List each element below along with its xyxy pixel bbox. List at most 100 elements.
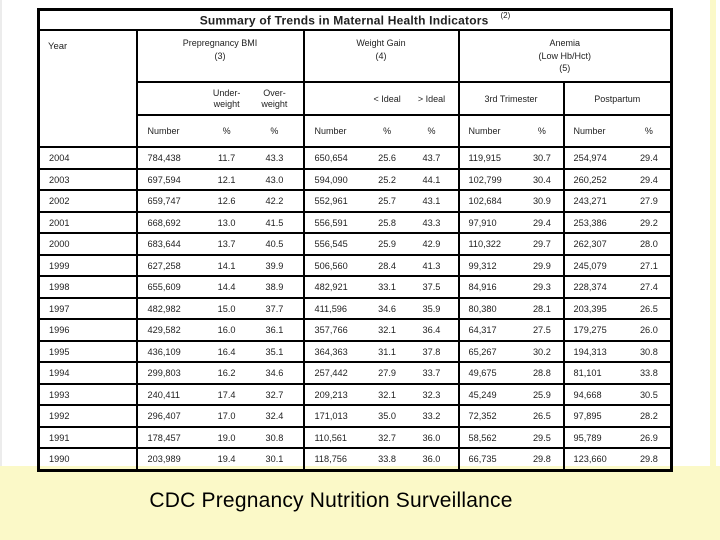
cell-postpartum-group: 254,974 29.4 [562, 146, 673, 170]
cell-year-wrap: 1992 [37, 404, 138, 428]
cell-weight-gain-group: 552,961 25.7 43.1 [302, 189, 460, 213]
cell-third-trimester-number: 58,562 [468, 432, 497, 443]
weight-gain-subheader-cell: < Ideal > Ideal [302, 81, 460, 117]
cell-year-wrap: 2003 [37, 167, 138, 192]
cell-bmi-underweight-pct: 12.1 [217, 174, 236, 185]
cell-bmi-overweight-pct: 43.3 [265, 153, 284, 164]
cell-third-trimester-pct: 26.5 [532, 411, 551, 422]
cell-weight-gain-gt-ideal-pct: 33.2 [422, 411, 441, 422]
cell-bmi-number: 240,411 [147, 389, 181, 400]
column-header-row: Number % % Number % % [39, 114, 673, 149]
table-row: 2001 668,692 13.0 41.5 556,591 25.8 43.3… [37, 210, 673, 235]
table-row: 1998 655,609 14.4 38.9 482,921 33.1 37.5… [37, 275, 673, 299]
cell-weight-gain-group: 209,213 32.1 32.3 [302, 382, 460, 407]
cell-bmi-number: 697,594 [147, 174, 181, 185]
cell-weight-gain-group: 357,766 32.1 36.4 [302, 318, 460, 342]
cell-year-wrap: 1995 [37, 339, 138, 364]
cell-third-trimester-group: 102,799 30.4 [457, 167, 565, 192]
sub-header-row: Under- weight Over- weight < I [39, 81, 673, 117]
cell-postpartum-number: 260,252 [573, 174, 607, 185]
title-row: Summary of Trends in Maternal Health Ind… [37, 8, 673, 32]
cell-weight-gain-number: 364,363 [314, 346, 348, 357]
cell-postpartum-pct: 29.4 [639, 153, 658, 164]
cell-bmi-underweight-pct: 17.0 [217, 411, 236, 422]
cell-postpartum-pct: 30.5 [639, 389, 658, 400]
cell-year: 1997 [49, 303, 70, 314]
cell-third-trimester-number: 97,910 [468, 217, 497, 228]
overweight-label: Over- weight [246, 88, 302, 109]
cell-bmi-number: 655,609 [147, 282, 181, 293]
cell-weight-gain-number: 556,545 [314, 239, 348, 250]
cell-postpartum-number: 179,275 [573, 325, 607, 336]
cell-postpartum-pct: 29.2 [639, 217, 658, 228]
cell-postpartum-number: 228,374 [573, 282, 607, 293]
cell-third-trimester-pct: 25.9 [532, 389, 551, 400]
cell-bmi-overweight-pct: 38.9 [265, 282, 284, 293]
cell-postpartum-pct: 27.9 [639, 196, 658, 207]
bmi-header-note: (3) [214, 50, 226, 61]
table-title-cell: Summary of Trends in Maternal Health Ind… [37, 8, 673, 32]
cell-weight-gain-gt-ideal-pct: 42.9 [422, 239, 441, 250]
cell-weight-gain-number: 257,442 [314, 368, 348, 379]
table-body: Summary of Trends in Maternal Health Ind… [37, 8, 673, 472]
cell-third-trimester-group: 72,352 26.5 [457, 404, 565, 428]
cell-bmi-overweight-pct: 32.7 [265, 389, 284, 400]
cell-bmi-underweight-pct: 11.7 [217, 153, 236, 164]
cell-weight-gain-gt-ideal-pct: 36.0 [422, 432, 441, 443]
table-row: 1991 178,457 19.0 30.8 110,561 32.7 36.0… [37, 425, 673, 450]
cell-weight-gain-number: 357,766 [314, 325, 348, 336]
cell-third-trimester-number: 80,380 [468, 303, 497, 314]
bmi-subheader-cell: Under- weight Over- weight [135, 81, 305, 117]
cell-year: 1995 [49, 346, 70, 357]
cell-postpartum-group: 179,275 26.0 [562, 318, 673, 342]
anemia-header-note: (5) [559, 63, 571, 74]
bmi-underweight-pct-label: % [222, 126, 231, 137]
cell-weight-gain-lt-ideal-pct: 28.4 [378, 260, 397, 271]
cell-third-trimester-number: 72,352 [468, 411, 497, 422]
cell-third-trimester-number: 65,267 [468, 346, 497, 357]
cell-bmi-overweight-pct: 35.1 [265, 346, 284, 357]
cell-bmi-underweight-pct: 16.4 [217, 346, 236, 357]
cell-bmi-overweight-pct: 41.5 [265, 217, 284, 228]
cell-year: 2003 [49, 174, 70, 185]
cell-postpartum-pct: 26.9 [639, 432, 658, 443]
cell-year: 1998 [49, 282, 70, 293]
cell-bmi-group: 659,747 12.6 42.2 [135, 189, 305, 213]
cell-bmi-overweight-pct: 39.9 [265, 260, 284, 271]
cell-weight-gain-number: 556,591 [314, 217, 348, 228]
cell-year: 1991 [49, 432, 70, 443]
cell-year-wrap: 2004 [37, 146, 138, 170]
cell-bmi-group: 299,803 16.2 34.6 [135, 361, 305, 385]
cell-bmi-group: 482,982 15.0 37.7 [135, 296, 305, 321]
weight-gain-number-label: Number [314, 126, 347, 137]
cell-bmi-overweight-pct: 30.8 [265, 432, 284, 443]
postpartum-pct-label: % [644, 126, 653, 137]
cell-third-trimester-group: 84,916 29.3 [457, 275, 565, 299]
bmi-header-cell: Prepregnancy BMI (3) [135, 29, 305, 84]
table-row: 1990 203,989 19.4 30.1 118,756 33.8 36.0… [37, 447, 673, 472]
third-trimester-label: 3rd Trimester [457, 81, 565, 117]
cell-bmi-group: 784,438 11.7 43.3 [135, 146, 305, 170]
cell-postpartum-group: 97,895 28.2 [562, 404, 673, 428]
table-row: 2003 697,594 12.1 43.0 594,090 25.2 44.1… [37, 167, 673, 192]
cell-postpartum-group: 243,271 27.9 [562, 189, 673, 213]
cell-third-trimester-group: 45,249 25.9 [457, 382, 565, 407]
cell-year: 1993 [49, 389, 70, 400]
cell-bmi-number: 668,692 [147, 217, 181, 228]
weight-gain-gt-pct-label: % [427, 126, 436, 137]
cell-postpartum-group: 203,395 26.5 [562, 296, 673, 321]
third-trimester-pct-label: % [537, 126, 546, 137]
cell-weight-gain-lt-ideal-pct: 31.1 [378, 346, 397, 357]
cell-postpartum-number: 203,395 [573, 303, 607, 314]
cell-weight-gain-lt-ideal-pct: 32.7 [378, 432, 397, 443]
lt-ideal-label: < Ideal [373, 93, 401, 104]
year-header: Year [37, 29, 138, 149]
cell-year-wrap: 1999 [37, 253, 138, 278]
cell-bmi-underweight-pct: 19.0 [217, 432, 236, 443]
cell-weight-gain-gt-ideal-pct: 33.7 [422, 368, 441, 379]
postpartum-label: Postpartum [562, 81, 673, 117]
cell-weight-gain-group: 257,442 27.9 33.7 [302, 361, 460, 385]
cell-bmi-group: 203,989 19.4 30.1 [135, 447, 305, 472]
weight-gain-column-headers: Number % % [302, 114, 460, 149]
cell-bmi-group: 655,609 14.4 38.9 [135, 275, 305, 299]
